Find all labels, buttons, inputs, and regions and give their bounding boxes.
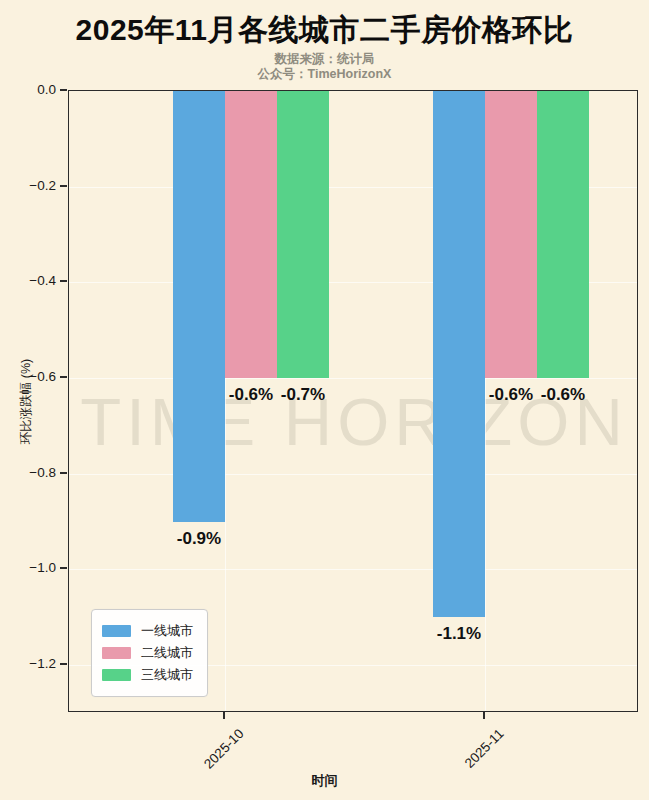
y-tick-mark (60, 280, 67, 282)
y-tick-mark (60, 472, 67, 474)
y-tick-mark (60, 663, 67, 665)
legend-label: 二线城市 (141, 644, 193, 662)
x-axis-title: 时间 (0, 772, 649, 790)
legend: 一线城市二线城市三线城市 (91, 609, 208, 697)
gridline-horizontal (69, 569, 637, 570)
bar-三线城市-2025-10 (277, 91, 329, 378)
legend-item-三线城市: 三线城市 (102, 666, 193, 684)
gridline-horizontal (69, 378, 637, 379)
y-axis-title: 环比涨跌幅 (%) (18, 202, 35, 602)
x-tick-mark (223, 712, 225, 719)
bar-三线城市-2025-11 (537, 91, 589, 378)
y-tick-label: 0.0 (0, 82, 56, 97)
bar-二线城市-2025-11 (485, 91, 537, 378)
legend-item-二线城市: 二线城市 (102, 644, 193, 662)
chart-title: 2025年11月各线城市二手房价格环比 (0, 10, 649, 51)
bar-二线城市-2025-10 (225, 91, 277, 378)
chart-subtitle-account: 公众号：TimeHorizonX (0, 66, 649, 83)
bar-value-label: -0.9% (154, 529, 244, 549)
legend-item-一线城市: 一线城市 (102, 622, 193, 640)
y-tick-label: −1.2 (0, 656, 56, 671)
x-tick-mark (483, 712, 485, 719)
y-tick-mark (60, 567, 67, 569)
legend-label: 三线城市 (141, 666, 193, 684)
legend-label: 一线城市 (141, 622, 193, 640)
y-tick-mark (60, 376, 67, 378)
y-tick-mark (60, 185, 67, 187)
bar-value-label: -0.7% (258, 385, 348, 405)
y-tick-label: −0.2 (0, 178, 56, 193)
bar-value-label: -1.1% (414, 624, 504, 644)
legend-swatch (102, 669, 131, 681)
bar-一线城市-2025-10 (173, 91, 225, 522)
gridline-horizontal (69, 474, 637, 475)
legend-swatch (102, 625, 131, 637)
legend-swatch (102, 647, 131, 659)
bar-value-label: -0.6% (518, 385, 608, 405)
y-tick-mark (60, 89, 67, 91)
bar-一线城市-2025-11 (433, 91, 485, 617)
figure: 2025年11月各线城市二手房价格环比 数据来源：统计局 公众号：TimeHor… (0, 0, 649, 800)
plot-area: TIME HORIZON -0.9%-0.6%-0.7%-1.1%-0.6%-0… (68, 90, 638, 712)
